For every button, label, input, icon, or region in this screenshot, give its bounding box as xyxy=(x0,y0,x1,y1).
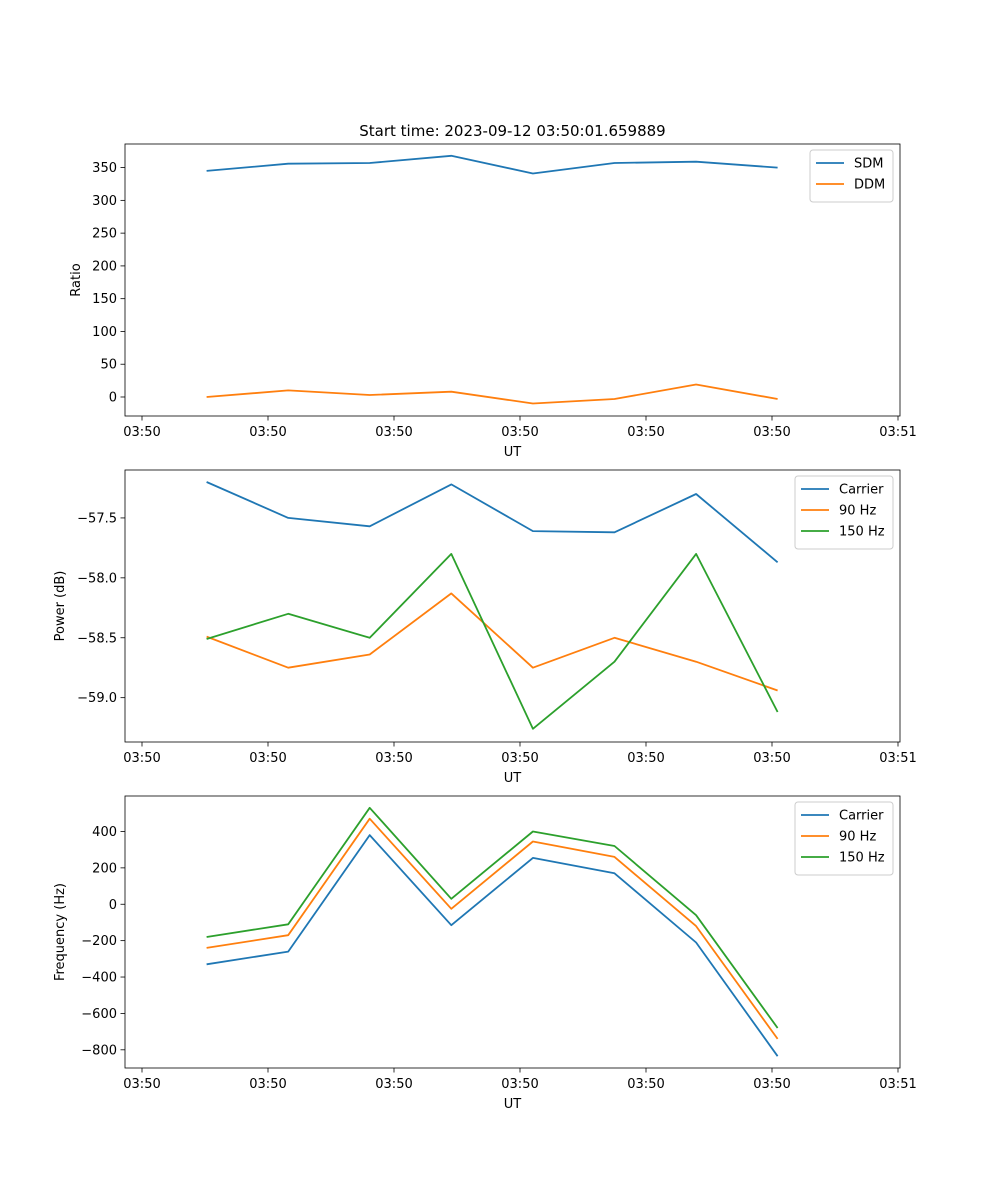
y-tick-label: −57.5 xyxy=(77,511,117,526)
axes-frame xyxy=(124,143,901,417)
x-tick-label: 03:50 xyxy=(627,751,664,766)
x-tick-label: 03:51 xyxy=(879,425,916,440)
series-line-ddm xyxy=(206,383,778,405)
x-tick-label: 03:51 xyxy=(879,1077,916,1092)
x-tick-label: 03:50 xyxy=(375,425,412,440)
y-tick-label: 50 xyxy=(100,358,117,373)
series-line-carrier xyxy=(206,834,779,1057)
series-line-sdm xyxy=(206,154,778,175)
y-tick-label: 100 xyxy=(92,325,117,340)
y-tick-label: 350 xyxy=(92,161,117,176)
frequency-panel: 03:50 03:50 03:50 03:50 03:50 03:50 03:51 UT 400… xyxy=(53,795,917,1112)
x-tick-label: 03:50 xyxy=(249,425,286,440)
series-line-150-hz xyxy=(206,806,779,1029)
x-tick-label: 03:50 xyxy=(753,1077,790,1092)
x-tick-label: 03:50 xyxy=(501,1077,538,1092)
legend-label: 150 Hz xyxy=(839,851,885,866)
x-axis-label: UT xyxy=(504,1097,522,1112)
x-tick-label: 03:50 xyxy=(753,751,790,766)
y-tick-label: −200 xyxy=(81,934,117,949)
y-tick-label: −400 xyxy=(81,971,117,986)
legend-label: Carrier xyxy=(839,809,884,824)
x-tick-label: 03:50 xyxy=(627,1077,664,1092)
series-line-150-hz xyxy=(206,553,779,730)
y-tick-label: 200 xyxy=(92,861,117,876)
legend-label: DDM xyxy=(854,178,885,193)
y-tick-label: 0 xyxy=(109,390,117,405)
x-tick-label: 03:50 xyxy=(501,425,538,440)
y-tick-label: 400 xyxy=(92,825,117,840)
x-tick-label: 03:50 xyxy=(627,425,664,440)
y-tick-label: −800 xyxy=(81,1043,117,1058)
legend-label: Carrier xyxy=(839,483,884,498)
y-tick-label: 250 xyxy=(92,227,117,242)
y-tick-label: 150 xyxy=(92,292,117,307)
x-tick-label: 03:50 xyxy=(249,1077,286,1092)
x-tick-label: 03:50 xyxy=(123,751,160,766)
y-tick-label: 0 xyxy=(109,898,117,913)
x-tick-label: 03:50 xyxy=(375,751,412,766)
series-line-90-hz xyxy=(206,592,778,692)
y-axis-label: Power (dB) xyxy=(53,571,68,642)
legend-label: 90 Hz xyxy=(839,504,876,519)
series-line-90-hz xyxy=(206,817,779,1040)
x-axis-label: UT xyxy=(504,445,522,460)
x-tick-label: 03:50 xyxy=(375,1077,412,1092)
ratio-panel: 03:50 03:50 03:50 03:50 03:50 03:50 03:51 UT 0 50… xyxy=(69,143,917,460)
legend-label: 150 Hz xyxy=(839,525,885,540)
x-tick-label: 03:50 xyxy=(753,425,790,440)
x-tick-label: 03:50 xyxy=(123,1077,160,1092)
x-tick-label: 03:50 xyxy=(249,751,286,766)
figure-title: Start time: 2023-09-12 03:50:01.659889 xyxy=(359,122,665,140)
y-axis-label: Ratio xyxy=(69,263,84,296)
series-line-carrier xyxy=(206,481,779,563)
power-panel: 03:50 03:50 03:50 03:50 03:50 03:50 03:51 UT −57… xyxy=(53,469,917,786)
y-tick-label: −59.0 xyxy=(77,691,117,706)
x-tick-label: 03:50 xyxy=(501,751,538,766)
y-tick-label: 200 xyxy=(92,259,117,274)
y-tick-label: −600 xyxy=(81,1007,117,1022)
x-tick-label: 03:50 xyxy=(123,425,160,440)
y-axis-label: Frequency (Hz) xyxy=(53,883,68,981)
x-tick-label: 03:51 xyxy=(879,751,916,766)
y-tick-label: −58.0 xyxy=(77,571,117,586)
legend-label: SDM xyxy=(854,157,883,172)
axes-frame xyxy=(124,469,901,743)
y-tick-label: 300 xyxy=(92,194,117,209)
y-tick-label: −58.5 xyxy=(77,631,117,646)
axes-frame xyxy=(124,795,901,1069)
x-axis-label: UT xyxy=(504,771,522,786)
legend-label: 90 Hz xyxy=(839,830,876,845)
